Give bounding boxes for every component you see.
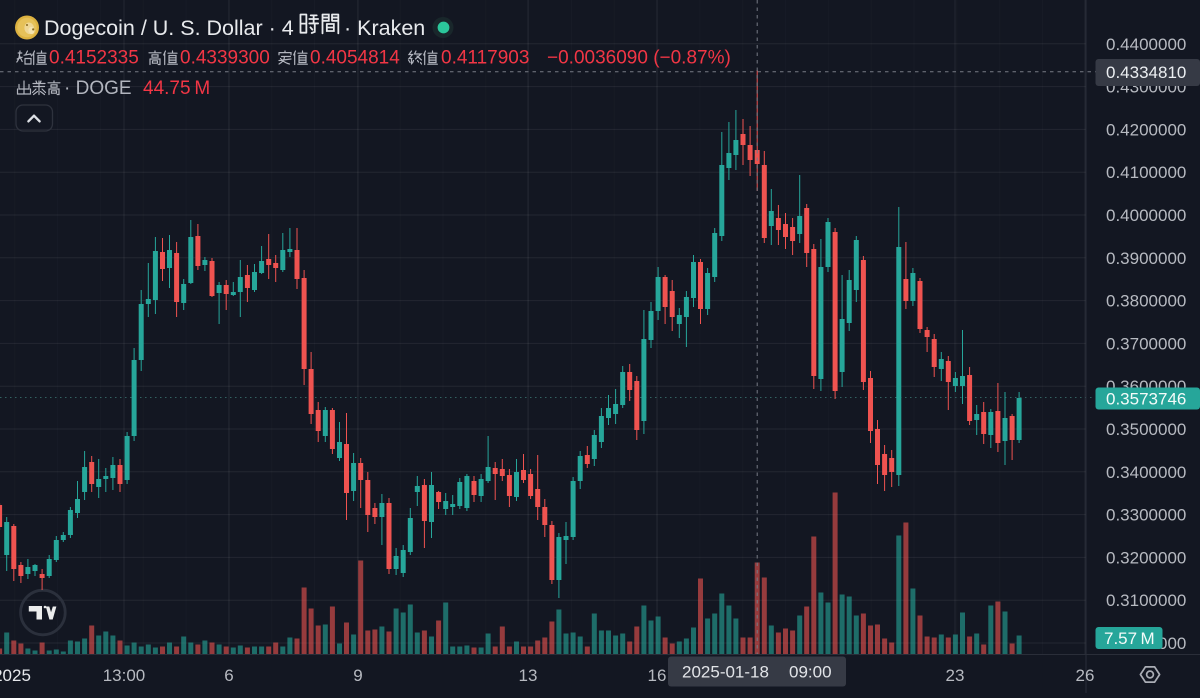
svg-text:0.3300000: 0.3300000	[1106, 506, 1186, 525]
svg-text:0.3800000: 0.3800000	[1106, 292, 1186, 311]
svg-text:0.3100000: 0.3100000	[1106, 591, 1186, 610]
svg-text:0.3573746: 0.3573746	[1106, 390, 1186, 409]
svg-text:23: 23	[946, 666, 965, 685]
svg-text:0.4100000: 0.4100000	[1106, 163, 1186, 182]
svg-text:16: 16	[648, 666, 667, 685]
svg-text:0.4400000: 0.4400000	[1106, 35, 1186, 54]
svg-text:0.3200000: 0.3200000	[1106, 548, 1186, 567]
svg-text:0.4000000: 0.4000000	[1106, 206, 1186, 225]
svg-text:0.4152335: 0.4152335	[49, 48, 139, 69]
svg-text:0.4054814: 0.4054814	[310, 48, 400, 69]
svg-text:−0.0036090 (−0.87%): −0.0036090 (−0.87%)	[547, 48, 731, 69]
svg-text:13: 13	[519, 666, 538, 685]
svg-text:7.57 M: 7.57 M	[1104, 629, 1155, 648]
svg-text:9: 9	[353, 666, 362, 685]
svg-text:· Kraken: · Kraken	[344, 16, 425, 40]
svg-text:Dogecoin / U. S. Dollar · 4: Dogecoin / U. S. Dollar · 4	[44, 16, 294, 40]
svg-text:26: 26	[1076, 666, 1095, 685]
svg-text:09:00: 09:00	[789, 663, 832, 682]
svg-text:44.75 M: 44.75 M	[143, 78, 210, 99]
svg-text:0.3900000: 0.3900000	[1106, 249, 1186, 268]
svg-text:0.3500000: 0.3500000	[1106, 420, 1186, 439]
svg-text:13:00: 13:00	[103, 666, 146, 685]
svg-text:0.4117903: 0.4117903	[441, 48, 529, 69]
svg-text:0.3700000: 0.3700000	[1106, 334, 1186, 353]
svg-text:2025-01-18: 2025-01-18	[682, 663, 769, 682]
svg-text:· DOGE: · DOGE	[64, 78, 132, 99]
svg-text:0.4334810: 0.4334810	[1106, 63, 1186, 82]
svg-text:2025: 2025	[0, 666, 31, 685]
svg-text:0.4200000: 0.4200000	[1106, 120, 1186, 139]
svg-text:6: 6	[224, 666, 233, 685]
svg-text:0.4339300: 0.4339300	[180, 48, 270, 69]
svg-text:0.3400000: 0.3400000	[1106, 463, 1186, 482]
